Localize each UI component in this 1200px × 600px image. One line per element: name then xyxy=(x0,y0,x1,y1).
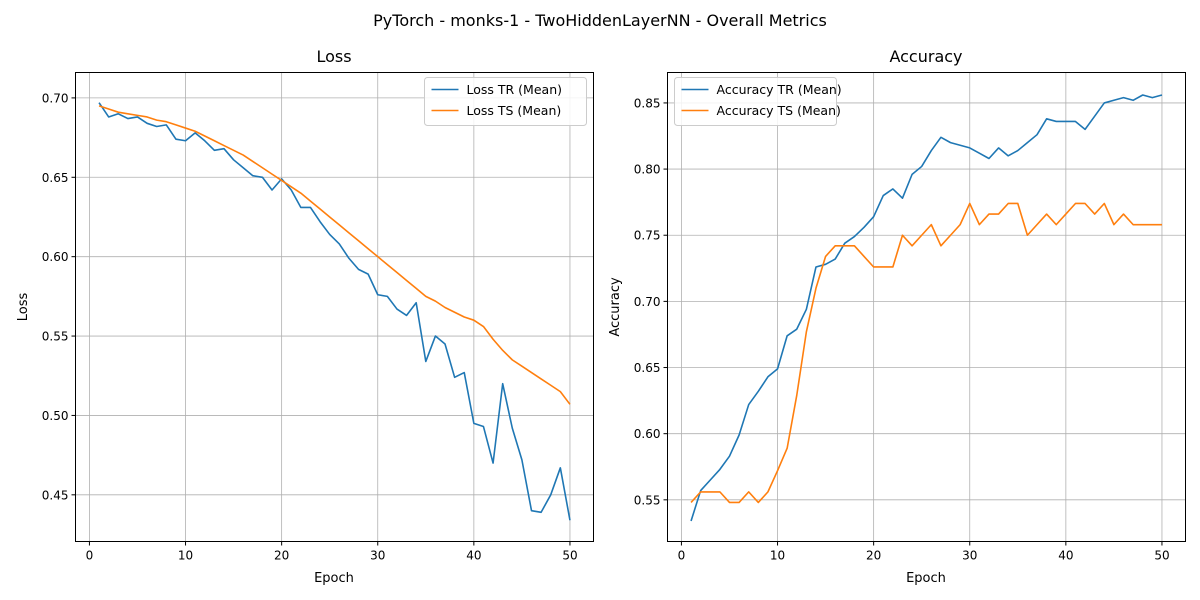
accuracy-x-tick-label: 50 xyxy=(1154,549,1169,563)
accuracy-legend-ts-label: Accuracy TS (Mean) xyxy=(717,103,841,118)
accuracy-tr-line xyxy=(690,94,1163,522)
loss-x-tick-label: 50 xyxy=(562,549,577,563)
accuracy-y-tick-label: 0.80 xyxy=(634,163,661,177)
figure-suptitle: PyTorch - monks-1 - TwoHiddenLayerNN - O… xyxy=(373,11,827,30)
loss-x-axis-label: Epoch xyxy=(314,571,354,586)
loss-legend: Loss TR (Mean) Loss TS (Mean) xyxy=(424,77,587,126)
loss-x-tick-label: 30 xyxy=(370,549,385,563)
loss-y-tick-label: 0.60 xyxy=(42,250,69,264)
accuracy-x-axis-label: Epoch xyxy=(906,571,946,586)
accuracy-y-axis-label: Accuracy xyxy=(608,277,623,337)
loss-ts-line xyxy=(98,105,571,405)
loss-plot-frame xyxy=(75,72,594,542)
loss-chart-title: Loss xyxy=(316,47,351,66)
loss-legend-box xyxy=(424,77,587,126)
accuracy-chart-title: Accuracy xyxy=(889,47,962,66)
accuracy-x-tick-label: 30 xyxy=(962,549,977,563)
loss-legend-ts-label: Loss TS (Mean) xyxy=(467,103,562,118)
loss-x-tick-label: 40 xyxy=(466,549,481,563)
accuracy-legend-box xyxy=(674,77,837,126)
loss-tr-line xyxy=(98,102,571,521)
loss-y-tick-label: 0.55 xyxy=(42,330,69,344)
accuracy-x-tick-label: 20 xyxy=(866,549,881,563)
accuracy-y-tick-label: 0.60 xyxy=(634,427,661,441)
loss-y-axis-label: Loss xyxy=(16,293,31,322)
loss-x-tick-label: 20 xyxy=(274,549,289,563)
accuracy-x-tick-label: 10 xyxy=(770,549,785,563)
accuracy-y-tick-label: 0.75 xyxy=(634,229,661,243)
loss-y-tick-label: 0.50 xyxy=(42,409,69,423)
loss-x-tick-label: 10 xyxy=(178,549,193,563)
accuracy-x-tick-label: 40 xyxy=(1058,549,1073,563)
accuracy-ts-line xyxy=(690,202,1162,504)
loss-chart: Loss 0 10 20 30 40 50 0.45 0.50 0.55 0.60 0.65 0.7… xyxy=(16,47,594,586)
accuracy-legend-tr-label: Accuracy TR (Mean) xyxy=(717,82,842,97)
accuracy-legend: Accuracy TR (Mean) Accuracy TS (Mean) xyxy=(674,77,842,126)
loss-x-tick-label: 0 xyxy=(86,549,94,563)
accuracy-y-tick-label: 0.55 xyxy=(634,493,661,507)
accuracy-y-tick-label: 0.70 xyxy=(634,295,661,309)
accuracy-plot-frame xyxy=(667,72,1186,542)
accuracy-x-tick-label: 0 xyxy=(678,549,686,563)
accuracy-chart: Accuracy 0 10 20 30 40 50 0.55 0.60 0.65 0.70 0.7… xyxy=(608,47,1186,586)
loss-y-tick-label: 0.45 xyxy=(42,488,69,502)
accuracy-y-tick-label: 0.85 xyxy=(634,96,661,110)
accuracy-y-tick-label: 0.65 xyxy=(634,361,661,375)
loss-legend-tr-label: Loss TR (Mean) xyxy=(467,82,563,97)
loss-y-tick-label: 0.70 xyxy=(42,91,69,105)
loss-y-tick-label: 0.65 xyxy=(42,171,69,185)
